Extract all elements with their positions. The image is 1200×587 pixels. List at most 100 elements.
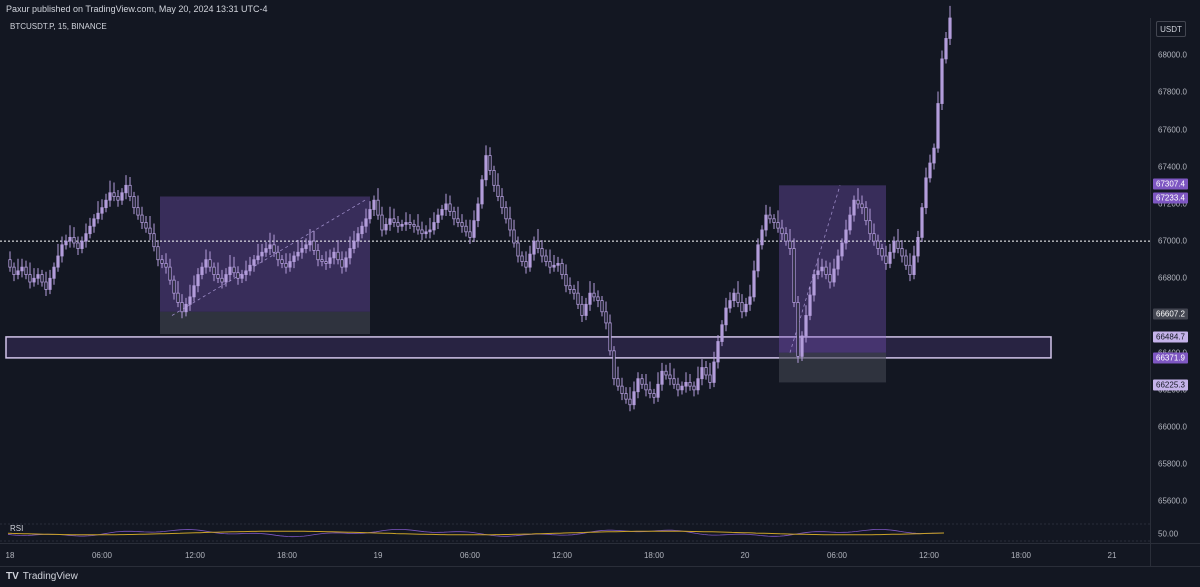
rsi-label[interactable]: RSI (10, 524, 24, 533)
candle-body (168, 266, 172, 281)
candle-body (420, 229, 424, 235)
price-tick-label: 67400.0 (1158, 162, 1187, 172)
candle-body (748, 296, 752, 305)
candle-body (508, 218, 512, 231)
price-tick-label: 68000.0 (1158, 50, 1187, 60)
candle-body (752, 270, 756, 298)
candle-body (640, 378, 644, 385)
candle-body (240, 274, 244, 279)
candle-body (188, 296, 192, 305)
candle-body (384, 223, 388, 231)
candle-body (128, 184, 132, 197)
candle-body (52, 266, 56, 279)
candle-body (760, 229, 764, 246)
candle-body (612, 350, 616, 380)
candle-body (36, 274, 40, 279)
candle-body (912, 255, 916, 275)
price-tick-label: 67600.0 (1158, 125, 1187, 135)
candle-body (200, 266, 204, 275)
candlestick-chart[interactable] (0, 0, 1150, 543)
candle-body (416, 225, 420, 231)
candle-body (936, 103, 940, 149)
candle-body (244, 270, 248, 275)
candle-body (580, 303, 584, 316)
candle-body (312, 240, 316, 251)
candle-body (708, 374, 712, 383)
candle-body (400, 223, 404, 227)
candle-body (576, 292, 580, 305)
price-tick-label: 66000.0 (1158, 422, 1187, 432)
candle-body (380, 214, 384, 231)
candle-body (12, 266, 16, 275)
candle-body (252, 259, 256, 266)
candle-body (276, 251, 280, 261)
candle-body (80, 240, 84, 249)
candle-body (220, 277, 224, 283)
candle-body (880, 248, 884, 257)
time-tick-label: 18:00 (643, 551, 665, 560)
candle-body (48, 277, 52, 290)
publisher-bar: Paxur published on TradingView.com, May … (0, 0, 1200, 18)
candle-body (292, 255, 296, 262)
candle-body (940, 58, 944, 104)
price-axis[interactable] (1150, 18, 1200, 543)
candle-body (64, 240, 68, 246)
candle-body (828, 274, 832, 283)
candle-body (336, 251, 340, 261)
candle-body (164, 263, 168, 268)
candle-body (736, 292, 740, 303)
candle-body (832, 268, 836, 283)
candle-body (784, 233, 788, 242)
candle-body (608, 322, 612, 352)
candle-body (656, 383, 660, 398)
time-axis-divider (0, 543, 1200, 544)
footer-brand[interactable]: TV TradingView (6, 571, 78, 582)
candle-body (356, 233, 360, 242)
candle-body (900, 248, 904, 257)
position-box-stop (160, 311, 370, 335)
chart-pane[interactable] (0, 18, 1150, 543)
candle-body (272, 244, 276, 253)
time-tick-label: 12:00 (551, 551, 573, 560)
candle-body (432, 222, 436, 231)
candle-body (368, 209, 372, 220)
footer: TV TradingView (0, 566, 1200, 587)
candle-body (660, 370, 664, 385)
candle-body (464, 225, 468, 233)
price-tick-label: 67200.0 (1158, 199, 1187, 209)
time-tick-label: 12:00 (918, 551, 940, 560)
candle-body (60, 244, 64, 257)
candle-body (436, 214, 440, 223)
candle-body (492, 170, 496, 186)
time-tick-label: 20 (740, 551, 750, 560)
candle-body (472, 220, 476, 238)
candle-body (248, 264, 252, 272)
candle-body (904, 255, 908, 266)
candle-body (732, 292, 736, 302)
candle-body (316, 250, 320, 261)
candle-body (852, 199, 856, 216)
candle-body (116, 196, 120, 201)
candle-body (516, 242, 520, 257)
time-tick-label: 21 (1107, 551, 1117, 560)
candle-body (604, 311, 608, 324)
candle-body (896, 240, 900, 249)
candle-body (720, 324, 724, 342)
candle-body (236, 272, 240, 279)
candle-body (924, 177, 928, 209)
candle-body (480, 179, 484, 205)
candle-body (600, 300, 604, 313)
candle-body (88, 225, 92, 235)
symbol-label[interactable]: BTCUSDT.P, 15, BINANCE (10, 22, 107, 31)
candle-body (172, 279, 176, 294)
candle-body (180, 302, 184, 313)
candle-body (504, 207, 508, 220)
candle-body (928, 162, 932, 179)
position-path (171, 199, 366, 316)
candle-body (260, 251, 264, 257)
price-badge: 66484.7 (1153, 331, 1188, 343)
currency-button[interactable]: USDT (1156, 21, 1186, 37)
candle-body (560, 263, 564, 275)
time-axis[interactable] (0, 544, 1150, 566)
candle-body (476, 203, 480, 222)
